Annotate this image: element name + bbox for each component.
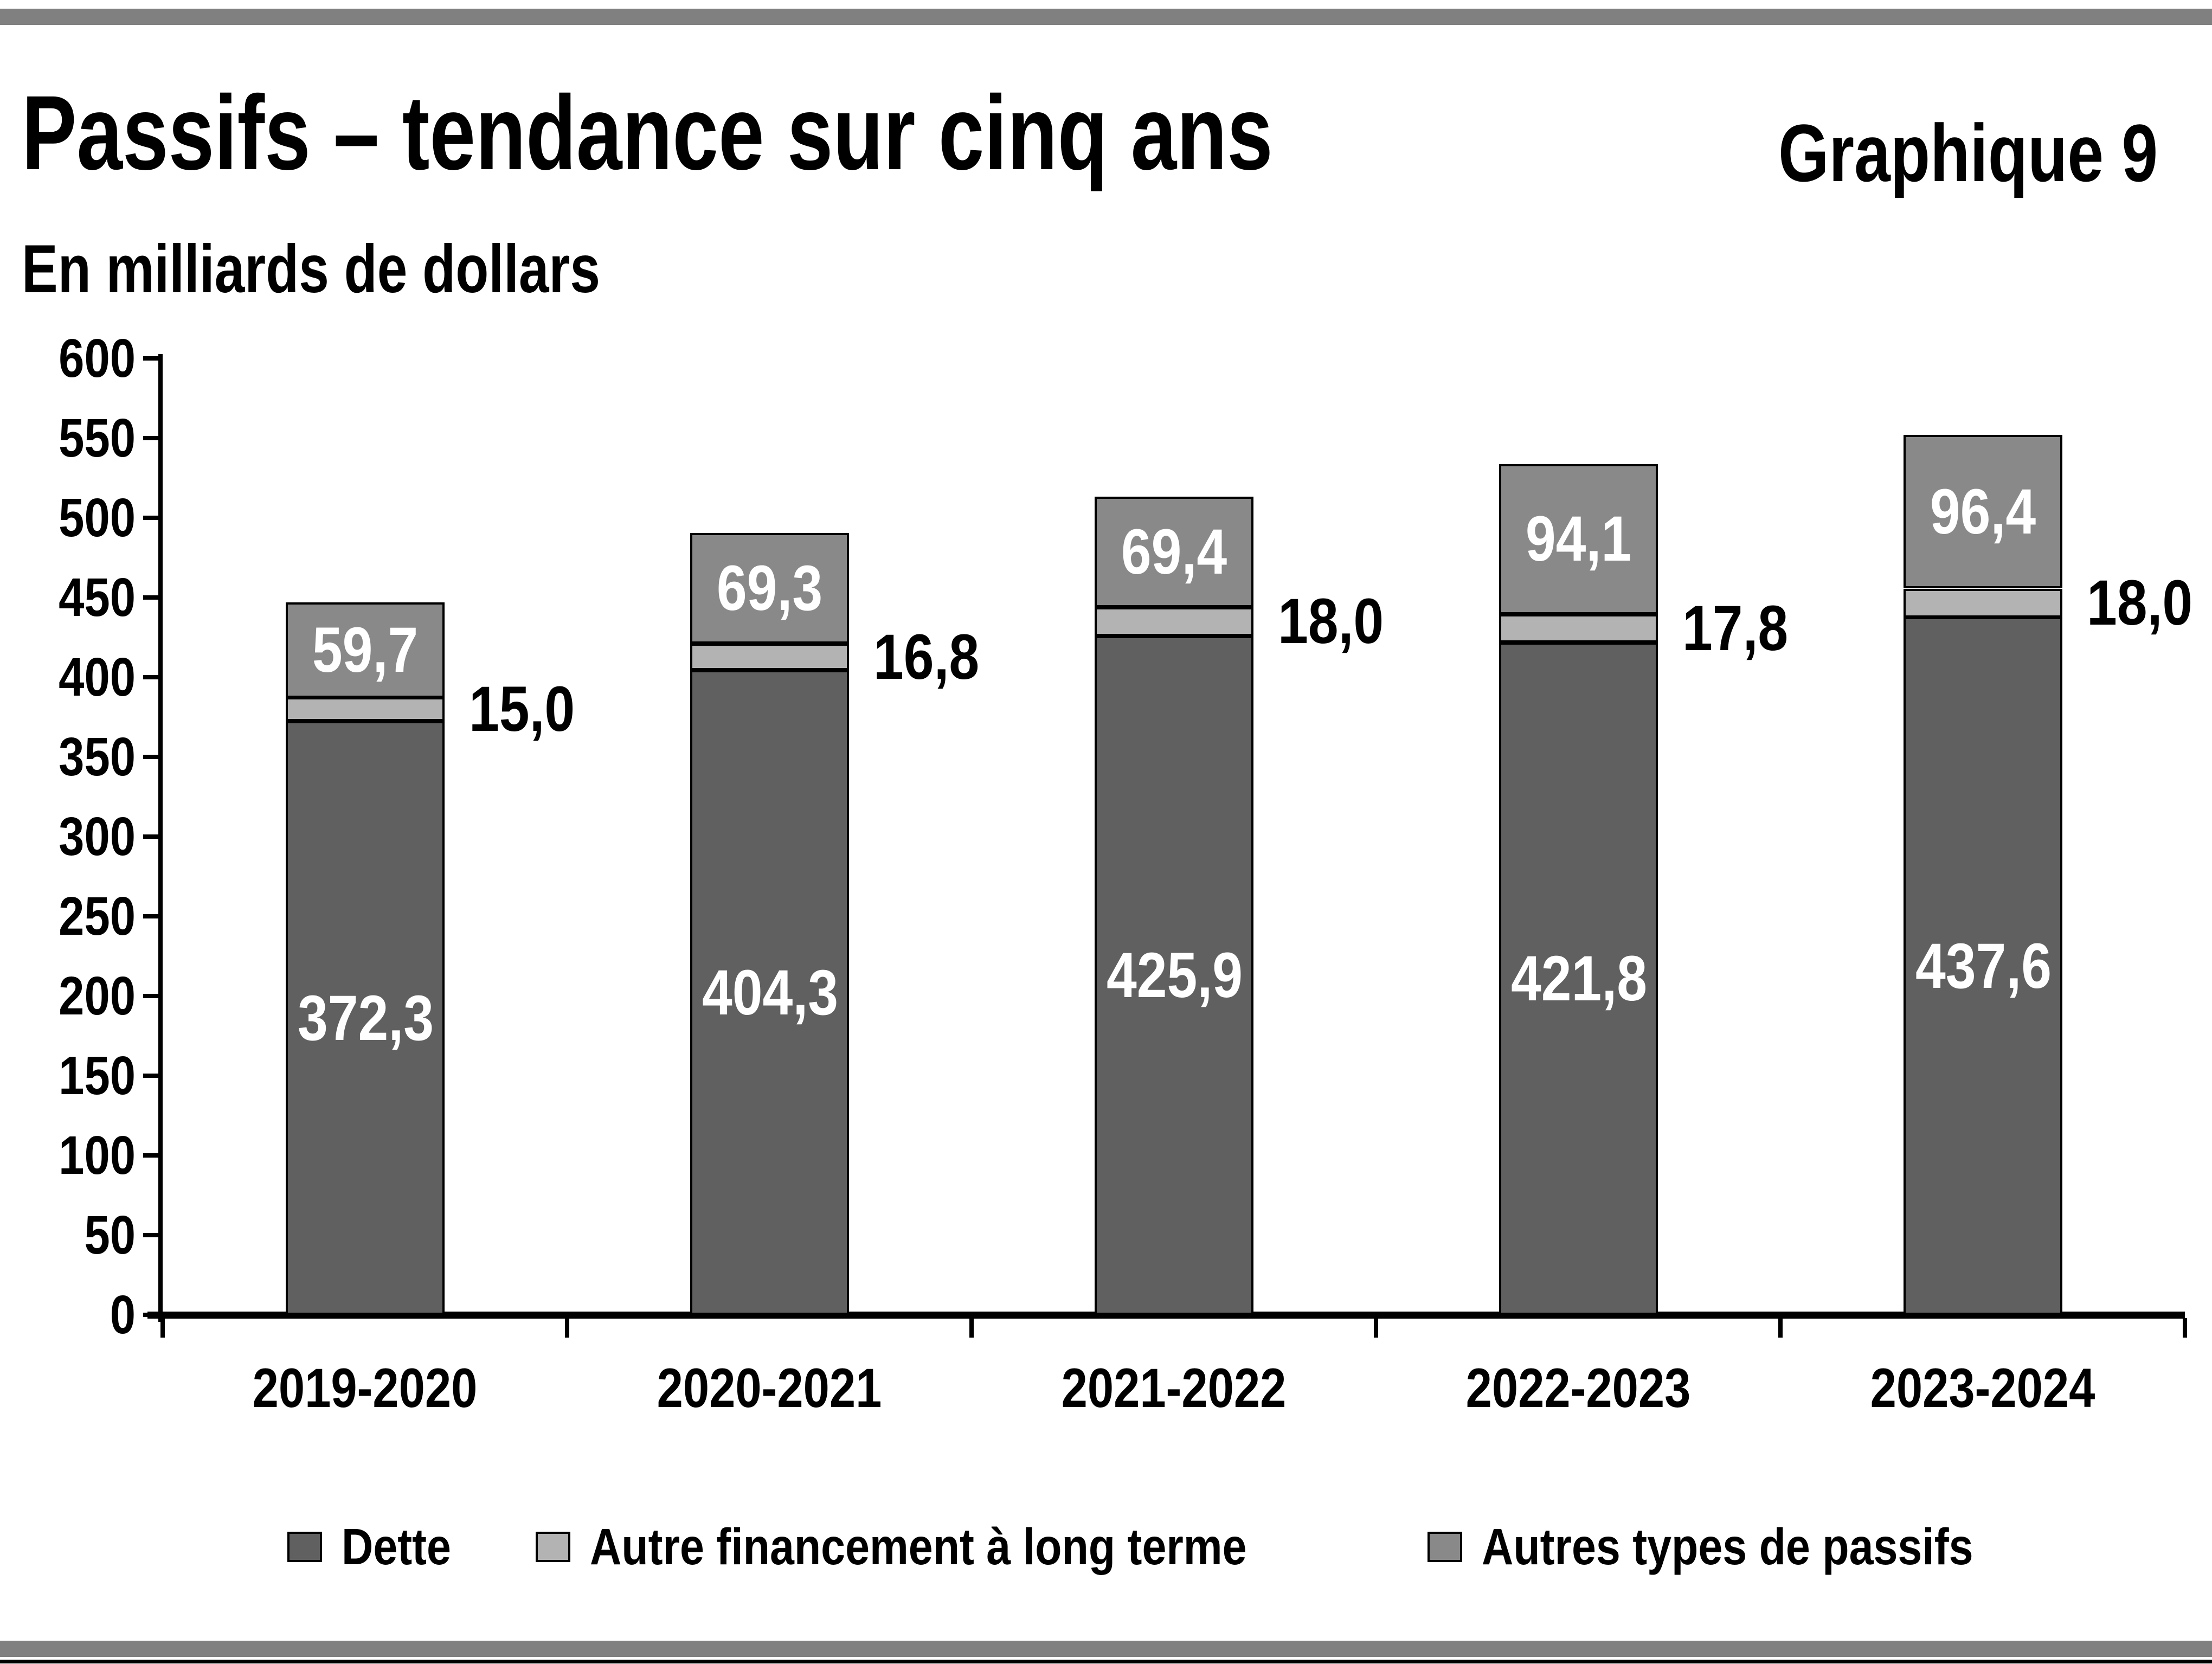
y-tick-label: 300: [59, 806, 136, 867]
value-label: 59,7: [312, 614, 419, 686]
y-tick: [143, 356, 158, 361]
y-tick-label: 200: [59, 966, 136, 1026]
y-tick-label: 250: [59, 886, 136, 947]
top-border-strip: [0, 9, 2212, 25]
y-tick-label: 150: [59, 1045, 136, 1106]
value-label-outside: 17,8: [1682, 593, 1789, 664]
bar-segment-1: [1499, 614, 1658, 643]
x-tick: [1374, 1318, 1378, 1338]
value-label-outside: 18,0: [1278, 586, 1384, 657]
y-tick-label: 500: [59, 487, 136, 548]
y-tick: [143, 595, 158, 600]
y-tick: [143, 755, 158, 759]
x-category-label: 2021-2022: [1061, 1357, 1287, 1419]
bar-segment-0: [1499, 643, 1658, 1315]
value-label: 372,3: [297, 982, 434, 1054]
legend-item-0: Dette: [287, 1521, 471, 1573]
x-tick: [2183, 1318, 2187, 1338]
bar-segment-2: [1499, 464, 1658, 614]
bar-segment-0: [1095, 636, 1253, 1315]
x-axis-line: [147, 1312, 2185, 1319]
y-tick: [143, 516, 158, 520]
y-tick: [143, 914, 158, 918]
y-tick-label: 450: [59, 567, 136, 628]
x-category-label: 2022-2023: [1465, 1357, 1691, 1419]
value-label-outside: 18,0: [2087, 567, 2193, 639]
y-tick: [143, 436, 158, 440]
value-label: 69,4: [1121, 516, 1227, 588]
x-tick: [1778, 1318, 1783, 1338]
page-title: Passifs – tendance sur cinq ans: [22, 74, 1273, 192]
legend-item-2: Autres types de passifs: [1427, 1521, 2060, 1573]
x-tick: [565, 1318, 569, 1338]
bottom-border-line: [0, 1660, 2212, 1663]
legend-swatch-icon: [1427, 1532, 1463, 1562]
legend-item-1: Autre financement à long terme: [535, 1518, 1362, 1576]
bar-segment-1: [690, 644, 849, 670]
x-category-label: 2019-2020: [252, 1357, 478, 1419]
bar-segment-2: [286, 602, 445, 698]
y-tick-label: 550: [59, 408, 136, 468]
x-tick: [969, 1318, 974, 1338]
bar-segment-0: [286, 721, 445, 1315]
value-label: 69,3: [716, 552, 823, 624]
value-label: 96,4: [1930, 476, 2036, 548]
chart-number-label: Graphique 9: [1778, 107, 2158, 198]
value-label-outside: 16,8: [873, 621, 980, 693]
legend-label: Autre financement à long terme: [589, 1518, 1247, 1576]
bar-segment-2: [690, 533, 849, 644]
y-tick: [143, 994, 158, 998]
bottom-border-strip: [0, 1641, 2212, 1657]
bar-segment-1: [1095, 607, 1253, 636]
value-label: 425,9: [1106, 940, 1243, 1011]
y-tick-label: 350: [59, 727, 136, 787]
legend-label: Dette: [342, 1518, 452, 1576]
y-tick: [143, 675, 158, 679]
y-tick: [143, 1074, 158, 1078]
value-label: 404,3: [702, 957, 838, 1029]
bar-segment-2: [1095, 497, 1253, 607]
x-category-label: 2023-2024: [1870, 1357, 2095, 1419]
bar-segment-2: [1904, 435, 2062, 588]
bar-segment-1: [286, 697, 445, 721]
y-tick: [143, 834, 158, 839]
y-tick-label: 0: [110, 1284, 136, 1345]
value-label: 437,6: [1915, 930, 2052, 1002]
y-tick: [143, 1313, 158, 1317]
y-tick: [143, 1233, 158, 1237]
x-category-label: 2020-2021: [657, 1357, 882, 1419]
y-axis-line: [158, 354, 163, 1322]
y-tick-label: 50: [84, 1205, 136, 1265]
y-tick-label: 400: [59, 647, 136, 708]
axis-units-label: En milliards de dollars: [22, 232, 600, 307]
value-label-outside: 15,0: [469, 673, 575, 745]
bar-segment-1: [1904, 589, 2062, 618]
legend-swatch-icon: [535, 1532, 570, 1562]
legend-label: Autres types de passifs: [1482, 1518, 1973, 1576]
value-label: 421,8: [1510, 943, 1647, 1014]
x-tick: [160, 1318, 165, 1338]
bar-segment-0: [690, 670, 849, 1315]
y-tick: [143, 1153, 158, 1158]
bar-segment-0: [1904, 617, 2062, 1315]
legend: Dette Autre financement à long terme Autre…: [163, 1512, 2185, 1582]
y-tick-label: 600: [59, 328, 136, 389]
y-tick-label: 100: [59, 1125, 136, 1186]
legend-swatch-icon: [287, 1532, 323, 1562]
value-label: 94,1: [1525, 503, 1632, 575]
